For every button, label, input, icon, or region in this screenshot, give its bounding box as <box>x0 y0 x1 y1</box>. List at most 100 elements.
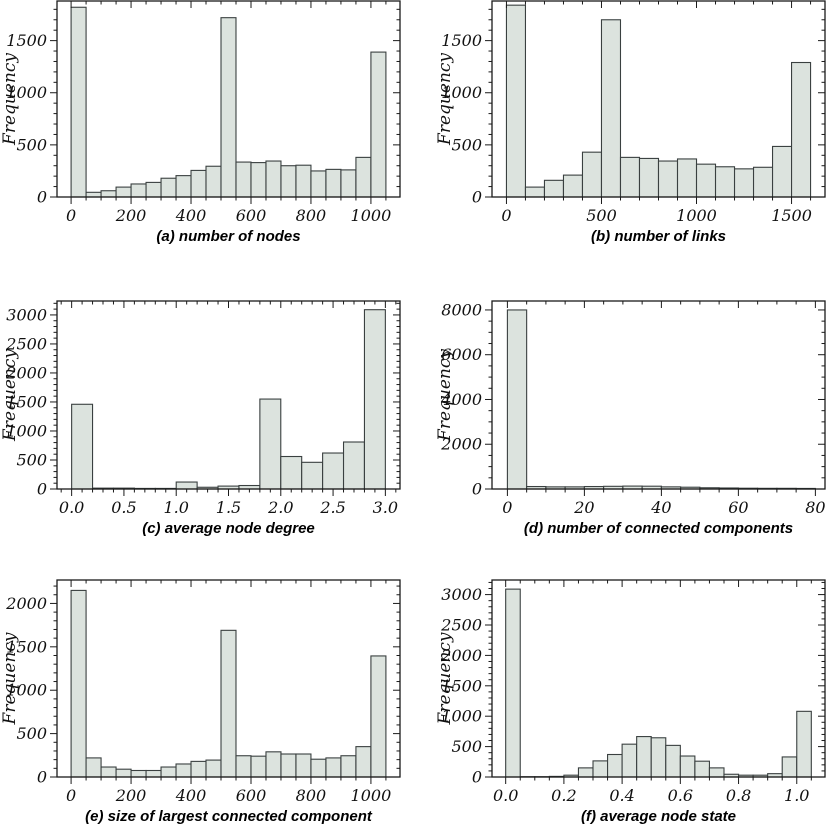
bar <box>175 175 192 198</box>
x-tick-label: 0.8 <box>726 786 751 805</box>
bar <box>505 588 521 778</box>
histogram-average-node-degree-plot: 0.0 0.5 1.0 1.5 2.0 2.5 3.0 0 500 1000 1500 2000 250… <box>0 300 401 517</box>
y-tick-label: 6000 <box>441 345 482 364</box>
bar <box>220 17 237 198</box>
bar <box>524 186 546 198</box>
y-tick-label: 2500 <box>440 615 482 634</box>
bar <box>796 710 812 778</box>
bar <box>145 769 162 778</box>
x-tick-label: 0 <box>66 206 76 225</box>
bar <box>115 768 132 778</box>
x-tick-label: 400 <box>175 206 207 225</box>
bar <box>600 19 622 198</box>
x-tick-label: 3.0 <box>373 498 398 517</box>
y-tick-label: 500 <box>16 450 47 469</box>
x-tick-label: 0.0 <box>59 498 84 517</box>
bar <box>160 177 177 198</box>
x-tick-label: 200 <box>115 786 147 805</box>
y-tick-label: 0 <box>37 188 47 207</box>
plot-frame <box>491 300 826 490</box>
x-tick-label: 0.5 <box>111 498 136 517</box>
y-tick-label: 1500 <box>6 392 47 411</box>
bar <box>115 186 132 198</box>
bar <box>280 165 297 198</box>
bar <box>790 61 812 198</box>
x-tick-label: 1.5 <box>216 498 241 517</box>
bar <box>325 168 342 198</box>
bar <box>325 757 342 778</box>
x-tick-label: 600 <box>236 786 267 805</box>
bar <box>175 763 192 778</box>
bar <box>781 756 798 778</box>
bar <box>363 309 386 490</box>
x-tick-label: 20 <box>573 498 594 517</box>
caption-f: (f) average node state <box>580 808 737 825</box>
bar <box>370 51 387 198</box>
y-tick-label: 500 <box>16 724 47 743</box>
y-tick-label: 0 <box>37 768 47 787</box>
bar <box>355 746 372 778</box>
y-tick-label: 0 <box>37 480 47 499</box>
bar <box>295 164 312 198</box>
y-axis-label: Frequency <box>0 349 20 442</box>
y-tick-label: 3000 <box>441 585 482 604</box>
y-tick-label: 1500 <box>6 637 47 656</box>
x-tick-label: 1000 <box>676 206 717 225</box>
bar <box>752 166 774 198</box>
x-tick-label: 0 <box>501 206 511 225</box>
bar <box>280 455 303 490</box>
bar <box>650 737 667 778</box>
y-axis-label: Frequency <box>0 632 20 725</box>
bar <box>71 403 94 490</box>
caption-e: (e) size of largest connected component <box>85 808 372 825</box>
y-tick-label: 0 <box>472 480 482 499</box>
bar <box>235 755 252 778</box>
bar <box>543 179 565 198</box>
x-tick-label: 0.4 <box>609 786 634 805</box>
bar <box>235 161 252 198</box>
y-tick-label: 2000 <box>5 594 47 613</box>
histogram-average-node-degree: 0.0 0.5 1.0 1.5 2.0 2.5 3.0 0 500 1000 1500 2000 250… <box>0 297 407 537</box>
bar <box>280 753 297 778</box>
bar <box>342 441 365 490</box>
x-tick-label: 400 <box>175 786 207 805</box>
bar <box>771 145 793 198</box>
y-tick-label: 1000 <box>441 83 482 102</box>
bar <box>85 757 102 778</box>
plot-frame <box>56 0 401 198</box>
bar <box>190 760 207 778</box>
y-axis-label: Frequency <box>435 53 455 146</box>
x-tick-label: 1500 <box>771 206 812 225</box>
x-tick-label: 1000 <box>351 206 392 225</box>
bar <box>657 160 679 198</box>
bar <box>665 744 681 778</box>
x-tick-label: 800 <box>296 786 327 805</box>
bar <box>100 190 117 198</box>
bar <box>562 174 584 198</box>
x-tick-label: 0 <box>502 498 512 517</box>
histogram-average-node-state: 0.0 0.2 0.4 0.6 0.8 1.0 0 500 1000 1500 2000 2500 30… <box>435 576 831 825</box>
x-tick-label: 1.0 <box>163 498 188 517</box>
y-axis-label: Frequency <box>435 632 455 725</box>
bar <box>695 163 717 198</box>
bar <box>708 767 725 778</box>
bar <box>581 151 603 198</box>
histogram-average-node-state-plot: 0.0 0.2 0.4 0.6 0.8 1.0 0 500 1000 1500 2000 2500 30… <box>435 579 826 805</box>
bar <box>100 766 117 778</box>
y-tick-label: 3000 <box>6 305 47 324</box>
bar <box>205 165 222 198</box>
bar <box>175 481 198 490</box>
x-tick-label: 60 <box>728 498 748 517</box>
histogram-largest-component-size: 0 200 400 600 800 1000 0 500 1000 1500 2000 Frequen… <box>0 576 407 825</box>
plot-frame <box>56 579 401 778</box>
bar <box>340 169 357 198</box>
y-tick-label: 1000 <box>6 421 47 440</box>
y-tick-label: 1000 <box>6 83 47 102</box>
bar <box>160 766 177 778</box>
histogram-number-of-links: 0 500 1000 1500 0 500 1000 1500 Frequency (b) nu… <box>435 0 831 245</box>
y-tick-label: 4000 <box>440 390 482 409</box>
y-tick-label: 500 <box>451 135 482 154</box>
bar <box>621 743 638 778</box>
bar <box>505 4 527 198</box>
y-tick-label: 1500 <box>441 31 482 50</box>
